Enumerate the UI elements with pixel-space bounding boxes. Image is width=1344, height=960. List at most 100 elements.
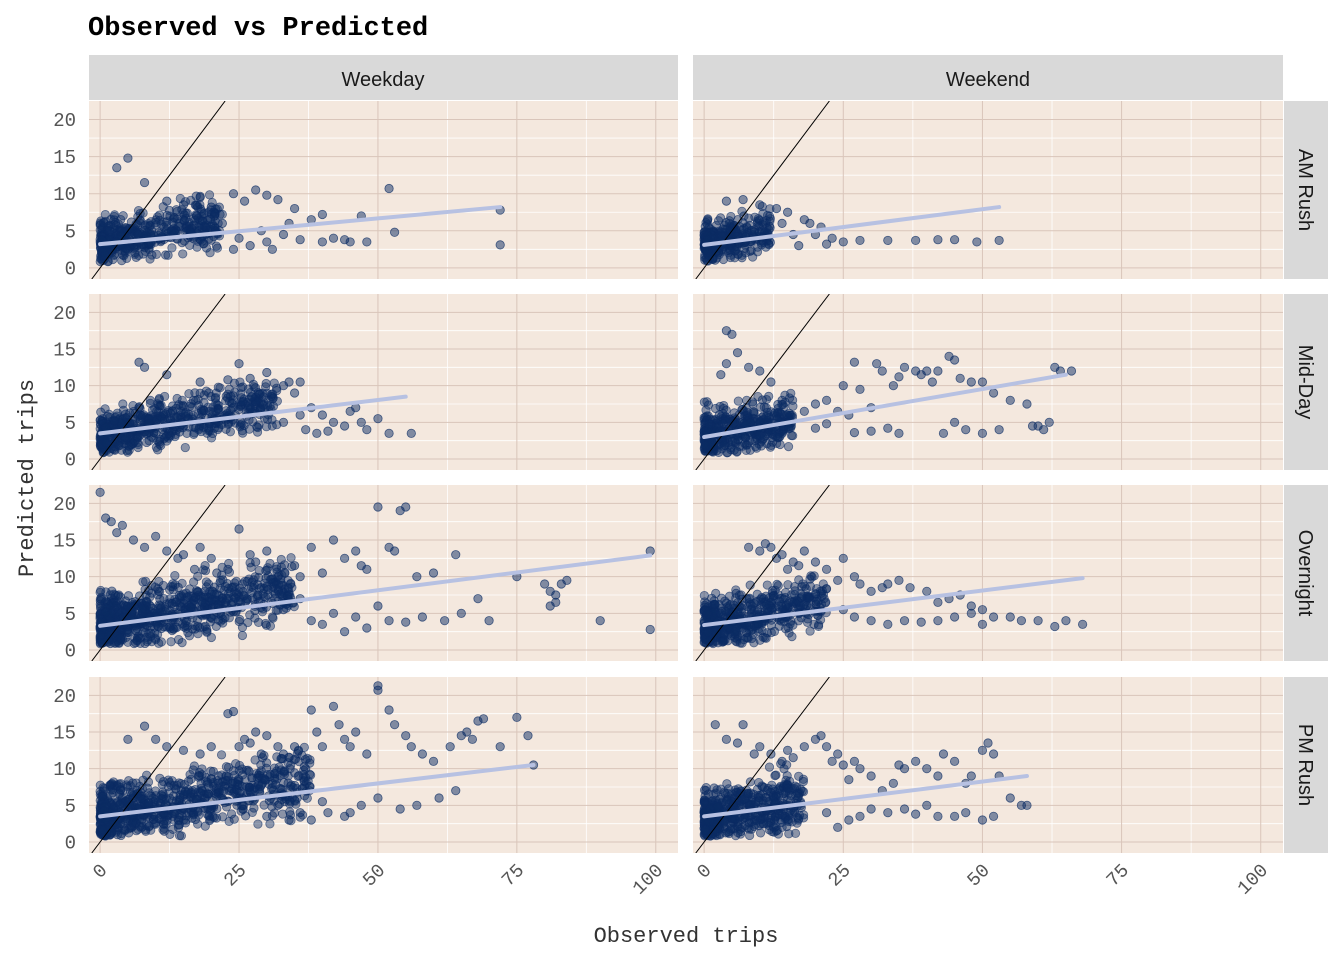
chart-title: Observed vs Predicted [88,14,428,44]
scatter-point [351,727,361,737]
scatter-point [278,229,289,240]
panel-background [89,294,678,470]
scatter-point [306,815,316,825]
scatter-point [212,243,223,253]
panel-background [89,101,678,279]
scatter-point [265,819,275,829]
scatter-point [95,587,105,597]
scatter-point [183,627,193,638]
scatter-point [872,359,882,369]
scatter-point [138,208,148,218]
scatter-point [786,388,796,398]
scatter-point [756,594,766,604]
scatter-point [120,435,130,445]
scatter-point [129,406,139,417]
scatter-point [737,225,747,235]
scatter-point [165,431,175,441]
scatter-point [961,425,971,435]
scatter-point [749,598,759,609]
scatter-point [140,638,150,649]
scatter-point [406,428,416,438]
scatter-point [160,607,171,617]
scatter-point [206,553,216,563]
scatter-point [173,820,184,830]
scatter-point [115,633,125,644]
scatter-point [115,800,125,810]
scatter-point [462,727,472,737]
scatter-point [120,432,130,442]
scatter-point [428,568,439,578]
scatter-point [761,411,771,422]
scatter-point [478,714,489,724]
row-strips: AM Rush Mid-Day Overnight PM Rush [1284,101,1328,853]
scatter-point [395,804,405,814]
scatter-point [229,814,239,824]
x-axis-title: Observed trips [594,924,779,949]
scatter-point [229,592,239,602]
scatter-point [756,402,766,412]
panel-plot-area [695,485,1088,661]
strip-mid-day-label: Mid-Day [1294,345,1316,419]
scatter-point [645,624,655,635]
scatter-point [192,211,202,221]
scatter-point [356,800,366,810]
scatter-point [731,588,741,598]
scatter-point [306,542,316,552]
scatter-point [790,586,800,596]
scatter-point [796,592,806,603]
scatter-point [237,426,247,436]
scatter-point [451,786,461,796]
scatter-point [899,362,910,372]
scatter-point [894,372,904,382]
scatter-point [165,594,175,604]
scatter-point [231,576,241,586]
scatter-point [916,617,926,627]
scatter-point [104,226,115,236]
strip-am-rush-label: AM Rush [1294,149,1316,231]
scatter-point [747,225,757,236]
scatter-point [187,402,197,412]
scatter-point [273,572,283,582]
scatter-point [224,816,234,827]
scatter-point [106,608,116,618]
scatter-point [147,414,157,424]
scatter-point [273,742,283,752]
scatter-point [849,427,860,438]
scatter-point [922,366,932,376]
scatter-point [100,607,110,617]
identity-line [91,294,226,470]
scatter-point [117,520,127,530]
fit-line [702,372,1068,439]
scatter-point [988,388,999,398]
scatter-point [273,800,283,810]
scatter-point [213,403,223,413]
scatter-point [763,429,773,439]
scatter-point [215,578,225,588]
scatter-point [262,546,272,556]
scatter-point [1066,366,1077,376]
scatter-point [866,586,876,596]
scatter-point [752,443,762,453]
scatter-point [247,577,257,587]
scatter-point [195,623,205,633]
scatter-point [412,572,422,582]
scatter-point [234,524,244,534]
scatter-point [305,755,315,765]
scatter-point [760,633,770,643]
scatter-point [720,635,730,645]
scatter-point [373,685,383,695]
scatter-point [761,394,772,405]
scatter-point [208,407,218,417]
scatter-point [718,409,728,419]
scatter-point [154,638,164,648]
scatter-point [194,595,204,605]
identity-line [91,485,226,661]
scatter-point [250,613,260,623]
scatter-point [802,617,813,627]
scatter-point [1005,395,1015,405]
scatter-point [195,542,205,552]
scatter-point [175,427,185,437]
scatter-point [811,596,821,606]
scatter-point [289,561,300,571]
